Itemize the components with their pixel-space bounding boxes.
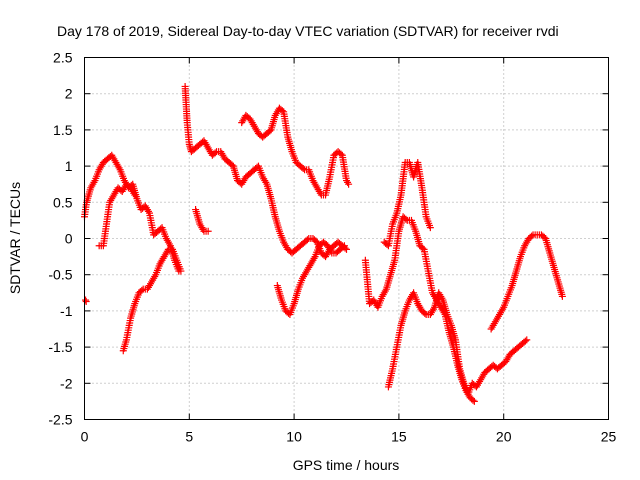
data-point [340, 242, 348, 250]
y-tick-label: -1.5 [48, 339, 72, 355]
y-tick-label: 0 [65, 231, 73, 247]
y-tick-label: 2.5 [53, 50, 73, 66]
x-axis-label: GPS time / hours [293, 457, 400, 473]
y-tick-label: -2.5 [48, 412, 72, 428]
data-point [470, 397, 478, 405]
data-point [82, 297, 90, 305]
data-point-fill [299, 165, 307, 173]
y-tick-label: 2 [65, 86, 73, 102]
y-tick-label: 1 [65, 158, 73, 174]
x-tick-label: 15 [391, 429, 407, 445]
data-point-fill [211, 149, 219, 157]
data-point [177, 267, 185, 275]
data-point [82, 296, 90, 304]
data-point-fill [469, 396, 477, 404]
data-point-fill [138, 286, 146, 294]
data-point [345, 180, 353, 188]
data-point [204, 227, 212, 235]
data-point [523, 336, 531, 344]
data-point-fill [402, 215, 410, 223]
data-point [131, 191, 139, 199]
data-point-fill [421, 309, 429, 317]
plot-frame [84, 57, 609, 420]
data-point [558, 292, 566, 300]
data-point-fill [521, 337, 529, 345]
y-axis-label: SDTVAR / TECUs [7, 182, 23, 294]
y-tick-label: -0.5 [48, 267, 72, 283]
data-point-fill [278, 107, 286, 115]
x-tick-label: 0 [81, 429, 89, 445]
y-tick-label: 1.5 [53, 122, 73, 138]
data-point [426, 224, 434, 232]
data-point-fill [528, 232, 536, 240]
x-tick-label: 5 [185, 429, 193, 445]
data-points [81, 82, 566, 405]
x-tick-label: 25 [601, 429, 617, 445]
x-tick-label: 10 [286, 429, 302, 445]
x-tick-label: 20 [496, 429, 512, 445]
y-tick-label: 0.5 [53, 194, 73, 210]
data-point-fill [344, 178, 352, 186]
y-tick-label: -2 [60, 375, 73, 391]
data-point-fill [337, 150, 345, 158]
y-tick-label: -1 [60, 303, 73, 319]
data-point-fill [303, 236, 311, 244]
data-point-fill [419, 244, 427, 252]
data-point-fill [339, 243, 347, 251]
chart-title: Day 178 of 2019, Sidereal Day-to-day VTE… [57, 23, 559, 39]
